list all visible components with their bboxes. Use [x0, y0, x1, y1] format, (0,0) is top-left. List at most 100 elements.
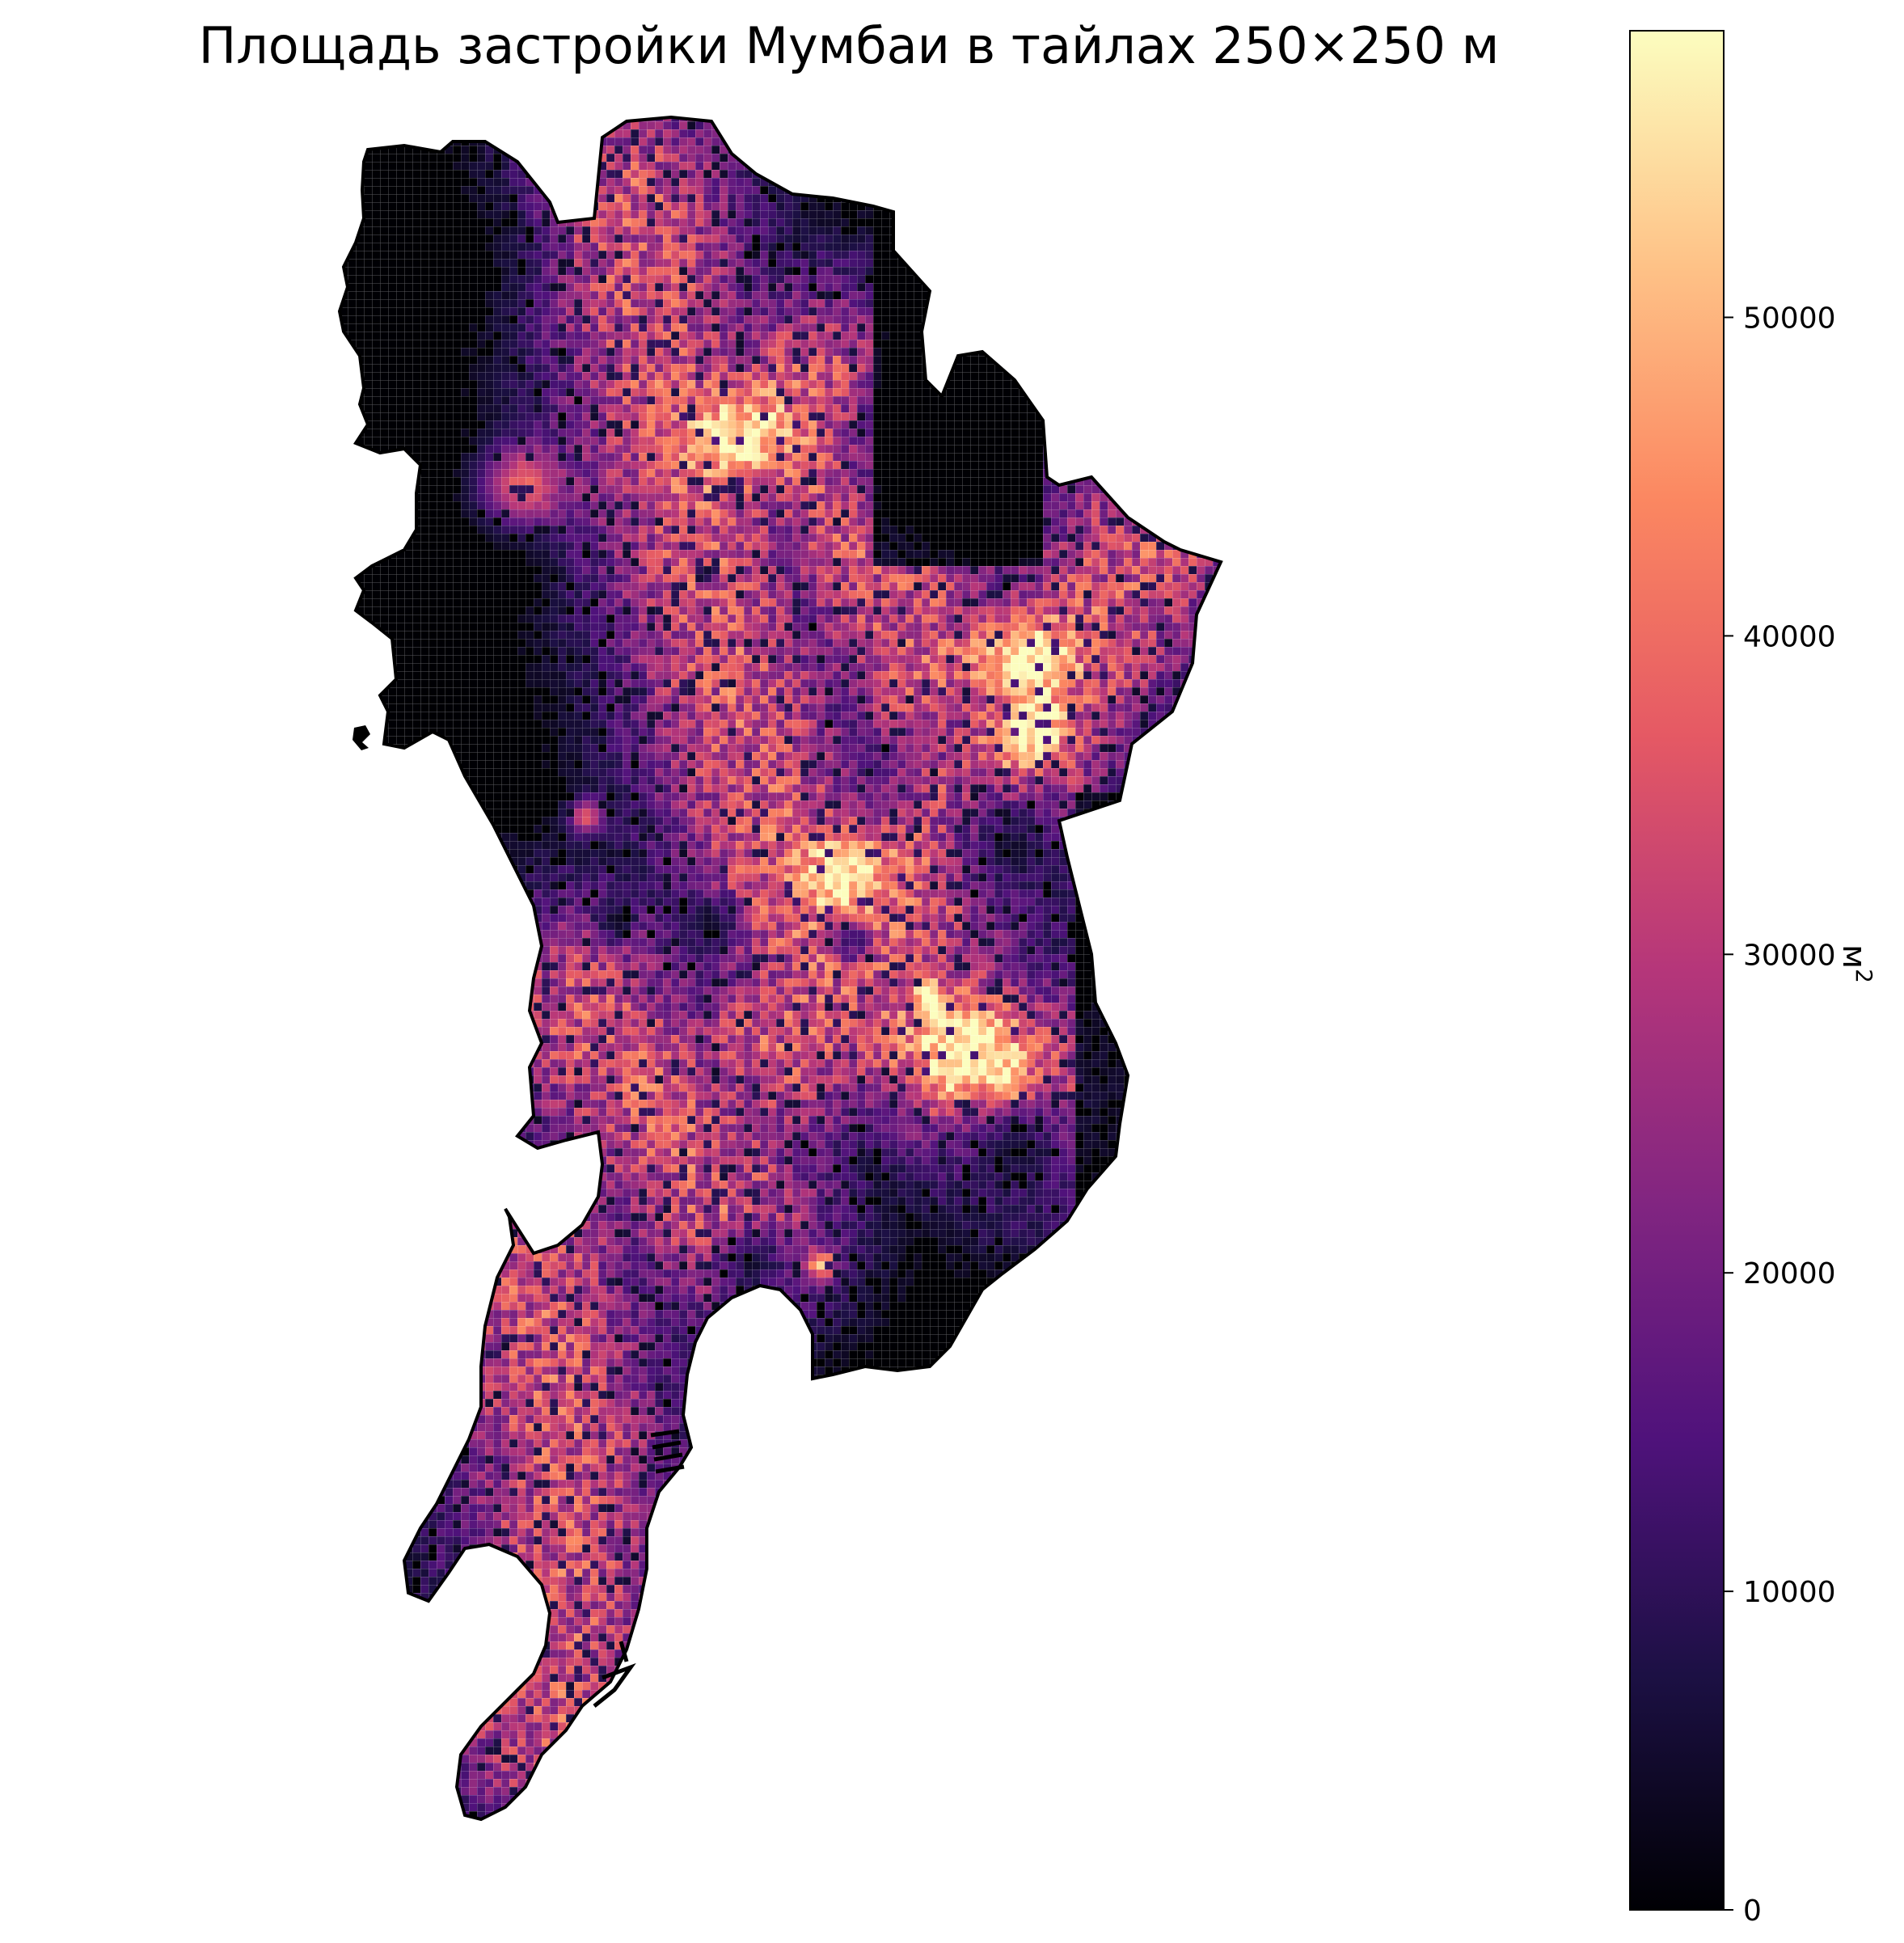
- tile: [1172, 501, 1180, 509]
- tile: [1148, 364, 1156, 372]
- tile: [1156, 517, 1164, 526]
- tile: [1116, 380, 1124, 388]
- tile: [550, 117, 558, 121]
- tile: [1156, 323, 1164, 332]
- tile: [1205, 703, 1213, 712]
- tile: [1213, 590, 1221, 598]
- tile: [1172, 404, 1180, 412]
- tile: [558, 210, 566, 218]
- tile: [1156, 315, 1164, 323]
- tile: [1164, 412, 1172, 420]
- tile: [1188, 526, 1197, 534]
- tile: [1108, 404, 1116, 412]
- tile: [558, 202, 566, 210]
- tile: [1205, 695, 1213, 703]
- tile: [1132, 356, 1140, 364]
- tile: [1205, 445, 1213, 453]
- tile: [1221, 364, 1229, 372]
- tile: [1075, 453, 1083, 461]
- tile: [550, 178, 558, 186]
- tile: [1100, 356, 1108, 364]
- tile: [582, 129, 590, 137]
- tile: [1205, 712, 1213, 720]
- tile: [1197, 332, 1205, 340]
- tile: [1205, 517, 1213, 526]
- tile: [1067, 453, 1075, 461]
- tile: [1197, 663, 1205, 671]
- tile: [1205, 542, 1213, 550]
- tile: [1043, 412, 1051, 420]
- tile: [1148, 356, 1156, 364]
- tile: [1221, 526, 1229, 534]
- tile: [1140, 388, 1148, 396]
- tile: [542, 178, 550, 186]
- tile: [1148, 453, 1156, 461]
- tile: [1108, 396, 1116, 404]
- tile: [1140, 517, 1148, 526]
- tile: [1148, 340, 1156, 348]
- tile: [542, 117, 550, 121]
- tile: [760, 121, 768, 129]
- tile: [752, 117, 760, 121]
- tile: [1091, 332, 1100, 340]
- tile: [1124, 396, 1132, 404]
- tile: [1059, 429, 1067, 437]
- tile: [1180, 695, 1188, 703]
- tile: [1180, 340, 1188, 348]
- tile: [1156, 364, 1164, 372]
- tile: [558, 162, 566, 170]
- tile: [1197, 396, 1205, 404]
- tile: [1156, 380, 1164, 388]
- tile: [526, 146, 534, 154]
- tile: [1148, 509, 1156, 517]
- tile: [1100, 420, 1108, 429]
- tile: [1059, 420, 1067, 429]
- tile: [1197, 687, 1205, 695]
- tile: [1205, 631, 1213, 639]
- tile: [800, 137, 808, 146]
- tile: [1100, 404, 1108, 412]
- tile: [1148, 380, 1156, 388]
- tile: [1197, 477, 1205, 485]
- tile: [1180, 526, 1188, 534]
- tile: [1083, 364, 1091, 372]
- tile: [1213, 429, 1221, 437]
- tile: [1083, 348, 1091, 356]
- tile: [1213, 655, 1221, 663]
- tile: [542, 162, 550, 170]
- tile: [1164, 485, 1172, 493]
- tile: [1140, 380, 1148, 388]
- tile: [1108, 412, 1116, 420]
- tile: [1091, 412, 1100, 420]
- tile: [582, 146, 590, 154]
- tile: [1197, 509, 1205, 517]
- tile: [445, 117, 453, 121]
- tile: [1213, 631, 1221, 639]
- tile: [1221, 606, 1229, 615]
- tile: [1197, 542, 1205, 550]
- tile: [1116, 429, 1124, 437]
- tile: [1188, 420, 1197, 429]
- tile: [526, 129, 534, 137]
- tile: [1091, 396, 1100, 404]
- tile: [1213, 606, 1221, 615]
- tile: [590, 162, 598, 170]
- tile: [1091, 364, 1100, 372]
- tile: [1083, 404, 1091, 412]
- tile: [582, 137, 590, 146]
- tile: [1116, 323, 1124, 332]
- tile: [1221, 623, 1229, 631]
- tile: [1156, 501, 1164, 509]
- tile: [1221, 445, 1229, 453]
- tile: [1221, 695, 1229, 703]
- tile: [509, 129, 517, 137]
- tile: [1180, 437, 1188, 445]
- tile: [1083, 445, 1091, 453]
- tile: [1188, 469, 1197, 477]
- tile: [1188, 380, 1197, 388]
- tile: [776, 170, 784, 178]
- tile: [1100, 332, 1108, 340]
- tile: [800, 186, 808, 194]
- tile: [598, 117, 606, 121]
